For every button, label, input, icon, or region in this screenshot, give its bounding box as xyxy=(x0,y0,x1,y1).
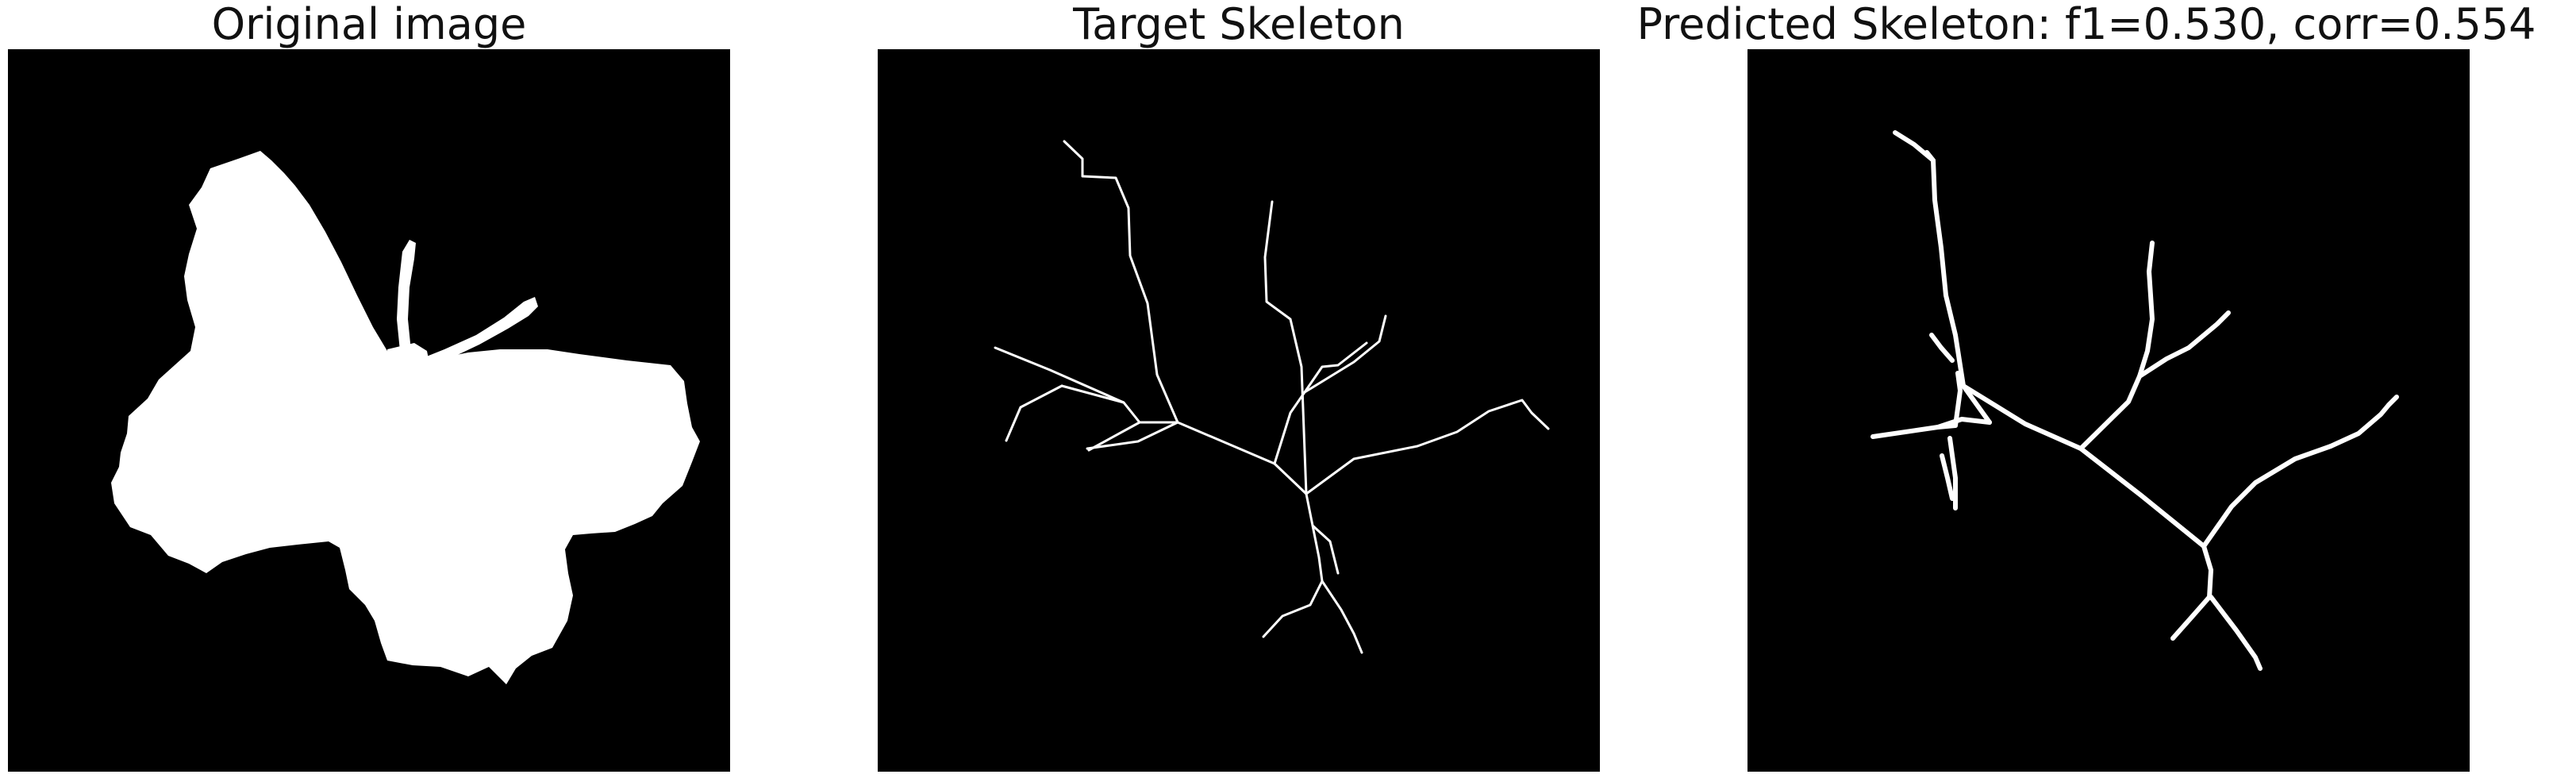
panel-title-target: Target Skeleton xyxy=(1073,0,1405,49)
target-skeleton-image xyxy=(878,49,1600,772)
predicted-skeleton-image xyxy=(1747,49,2470,772)
panel-title-predicted: Predicted Skeleton: f1=0.530, corr=0.554 xyxy=(1636,0,2536,49)
predicted-skeleton-lines xyxy=(1870,130,2399,671)
butterfly-silhouette xyxy=(111,151,700,684)
original-image xyxy=(8,49,730,772)
target-skeleton-lines xyxy=(994,140,1550,654)
panel-title-original: Original image xyxy=(211,0,527,49)
